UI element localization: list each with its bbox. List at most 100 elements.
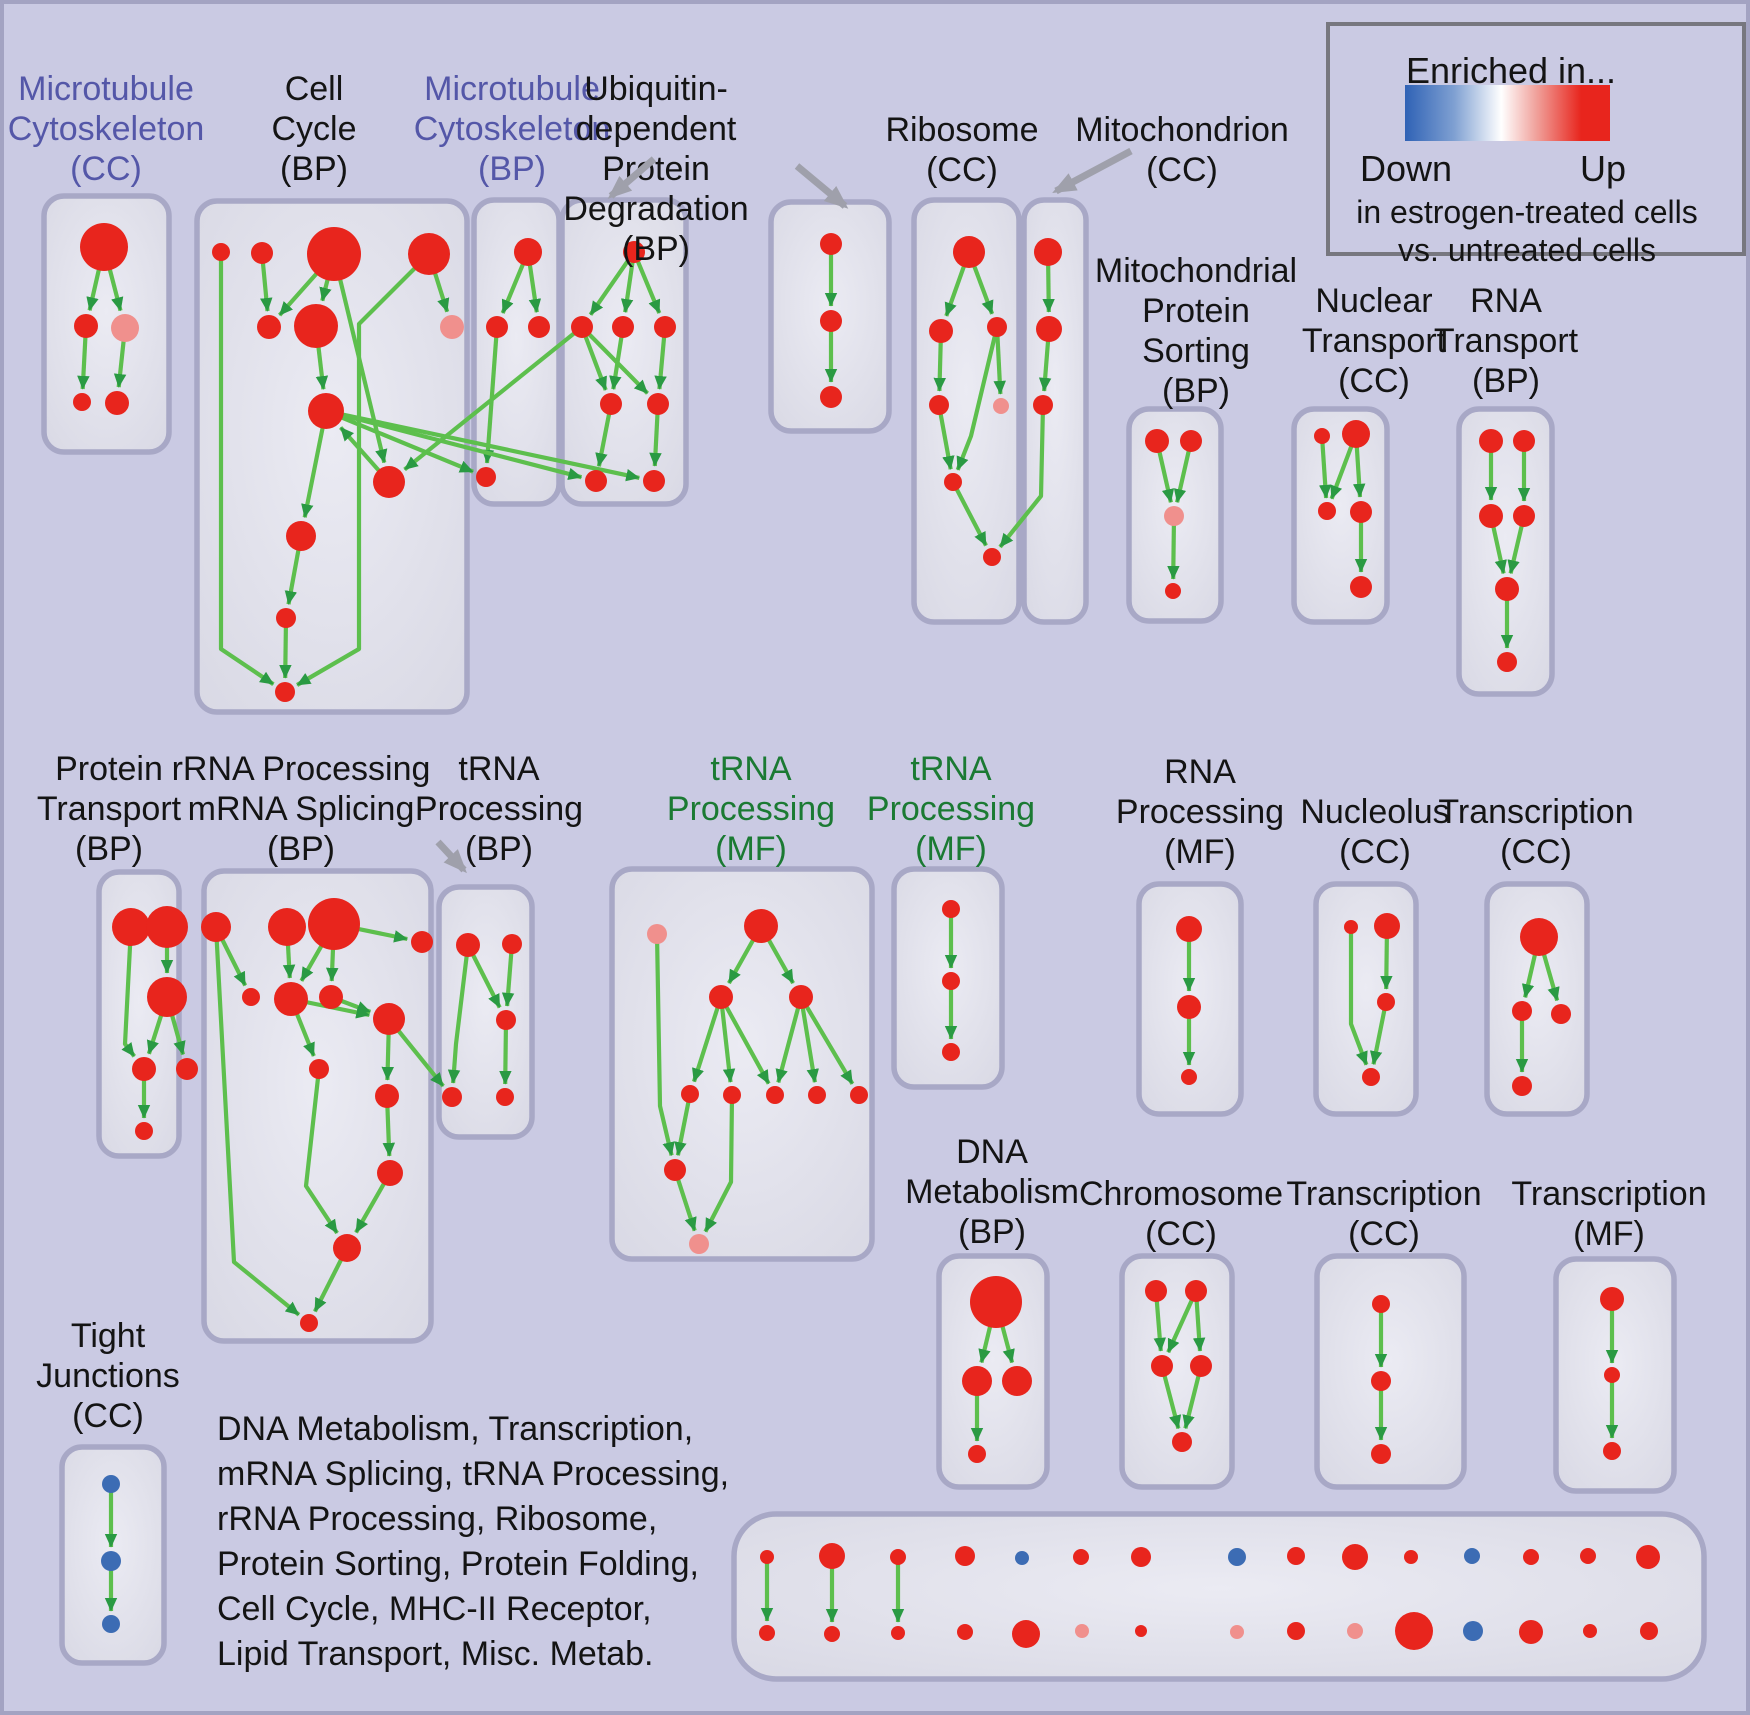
go-term-node (968, 1445, 986, 1463)
go-term-node (1287, 1547, 1305, 1565)
go-term-node (824, 1626, 840, 1642)
go-term-node (1314, 428, 1330, 444)
go-term-node (766, 1086, 784, 1104)
go-term-node (486, 316, 508, 338)
misc-text-line: Cell Cycle, MHC-II Receptor, (217, 1590, 652, 1628)
go-network-figure: MicrotubuleCytoskeleton(CC)CellCycle(BP)… (8, 70, 1707, 1682)
edge-ribosome-cc (936, 404, 955, 470)
go-term-node (1603, 1442, 1621, 1460)
edge-ubiquitin-bp (580, 326, 608, 391)
go-term-node (257, 315, 281, 339)
go-term-node (647, 924, 667, 944)
cluster-box-dna-metabolism-bp (936, 1253, 1050, 1490)
misc-text-line: rRNA Processing, Ribosome, (217, 1500, 658, 1538)
go-term-node (411, 931, 433, 953)
cluster-label-ubiquitin-bp: Degradation (563, 190, 748, 228)
cluster-label-cell-cycle-bp: Cycle (271, 110, 356, 148)
go-term-node (789, 985, 813, 1009)
go-term-node (1145, 429, 1169, 453)
go-term-node (1172, 1432, 1192, 1452)
go-term-node (623, 241, 645, 263)
cluster-box-transcription-cc-2 (1314, 1253, 1467, 1490)
go-term-node (377, 1160, 403, 1186)
cluster-box-rna-transport-bp (1456, 406, 1555, 697)
cluster-label-transcription-mf: (MF) (1573, 1215, 1645, 1253)
cluster-label-microtubule-cc: (CC) (70, 150, 142, 188)
go-term-node (585, 470, 607, 492)
go-term-node (1580, 1548, 1596, 1564)
go-term-node (1372, 1295, 1390, 1313)
go-term-node (1190, 1355, 1212, 1377)
go-term-node (600, 393, 622, 415)
cluster-label-mito-protein-sorting-bp: Mitochondrial (1095, 252, 1297, 290)
cluster-label-nuclear-transport-cc: Transport (1302, 322, 1447, 360)
go-term-node (294, 304, 338, 348)
go-term-node (1479, 504, 1503, 528)
cluster-label-chromosome-cc: (CC) (1145, 1215, 1217, 1253)
go-term-node (1347, 1623, 1363, 1639)
go-term-node (1371, 1444, 1391, 1464)
go-term-node (1287, 1622, 1305, 1640)
edge-trna-bp (499, 1019, 512, 1085)
go-term-node (1583, 1624, 1597, 1638)
go-term-node (1497, 652, 1517, 672)
cluster-box-nucleolus-cc (1313, 881, 1419, 1117)
cluster-label-microtubule-cc: Microtubule (18, 70, 194, 108)
edge-cell-cycle-bp (279, 617, 292, 679)
go-term-node (319, 985, 343, 1009)
cluster-label-dna-metabolism-bp: DNA (956, 1133, 1028, 1171)
go-term-node (1374, 913, 1400, 939)
go-term-node (1228, 1548, 1246, 1566)
go-term-node (1495, 577, 1519, 601)
cluster-label-mito-protein-sorting-bp: Sorting (1142, 332, 1250, 370)
go-term-node (102, 1615, 120, 1633)
edge-nucleolus-cc (1369, 1001, 1389, 1065)
go-term-node (1350, 501, 1372, 523)
go-term-node (112, 908, 150, 946)
go-term-node (476, 467, 496, 487)
cluster-label-ubiquitin-bp: (BP) (622, 230, 690, 268)
cluster-label-transcription-cc-2: (CC) (1348, 1215, 1420, 1253)
go-term-node (1519, 1620, 1543, 1644)
go-term-node (987, 317, 1007, 337)
go-term-node (74, 314, 98, 338)
edge-microtubule-bp (481, 326, 500, 464)
edge-nuclear-transport-cc (1318, 435, 1332, 499)
edge-trna-bp (501, 943, 515, 1007)
go-term-node (308, 393, 344, 429)
cluster-box-rrna-mrna-bp (201, 868, 434, 1344)
cluster-label-microtubule-bp: Microtubule (424, 70, 600, 108)
go-term-node (1185, 1280, 1207, 1302)
cluster-label-transcription-mf: Transcription (1511, 1175, 1706, 1213)
go-term-node (1015, 1551, 1029, 1565)
go-term-node (300, 1314, 318, 1332)
go-term-node (1164, 506, 1184, 526)
edge-cell-cycle-bp (301, 410, 329, 519)
misc-text-line: Lipid Transport, Misc. Metab. (217, 1635, 654, 1673)
misc-categories-text: DNA Metabolism, Transcription, mRNA Spli… (217, 1407, 729, 1677)
misc-text-line: Protein Sorting, Protein Folding, (217, 1545, 699, 1583)
go-term-node (1600, 1287, 1624, 1311)
cross-edge (325, 409, 474, 474)
cluster-box-nuclear-transport-cc (1291, 406, 1390, 625)
edge-cell-cycle-bp (296, 252, 431, 687)
go-term-node (1523, 1549, 1539, 1565)
go-term-node (1012, 1620, 1040, 1648)
go-term-node (760, 1550, 774, 1564)
cluster-label-tight-junctions-cc: Tight (71, 1317, 146, 1355)
go-term-node (1131, 1547, 1151, 1567)
go-term-node (664, 1159, 686, 1181)
go-term-node (1512, 1001, 1532, 1021)
go-term-node (201, 912, 231, 942)
go-term-node (689, 1234, 709, 1254)
edge-cell-cycle-bp (218, 252, 275, 686)
edge-trna-mf-1 (718, 996, 736, 1083)
go-term-node (373, 1003, 405, 1035)
go-term-node (333, 1234, 361, 1262)
edge-trna-mf-1 (719, 995, 771, 1085)
go-term-node (307, 227, 361, 281)
go-term-node (1362, 1068, 1380, 1086)
go-term-node (1512, 1076, 1532, 1096)
go-term-node (1176, 916, 1202, 942)
